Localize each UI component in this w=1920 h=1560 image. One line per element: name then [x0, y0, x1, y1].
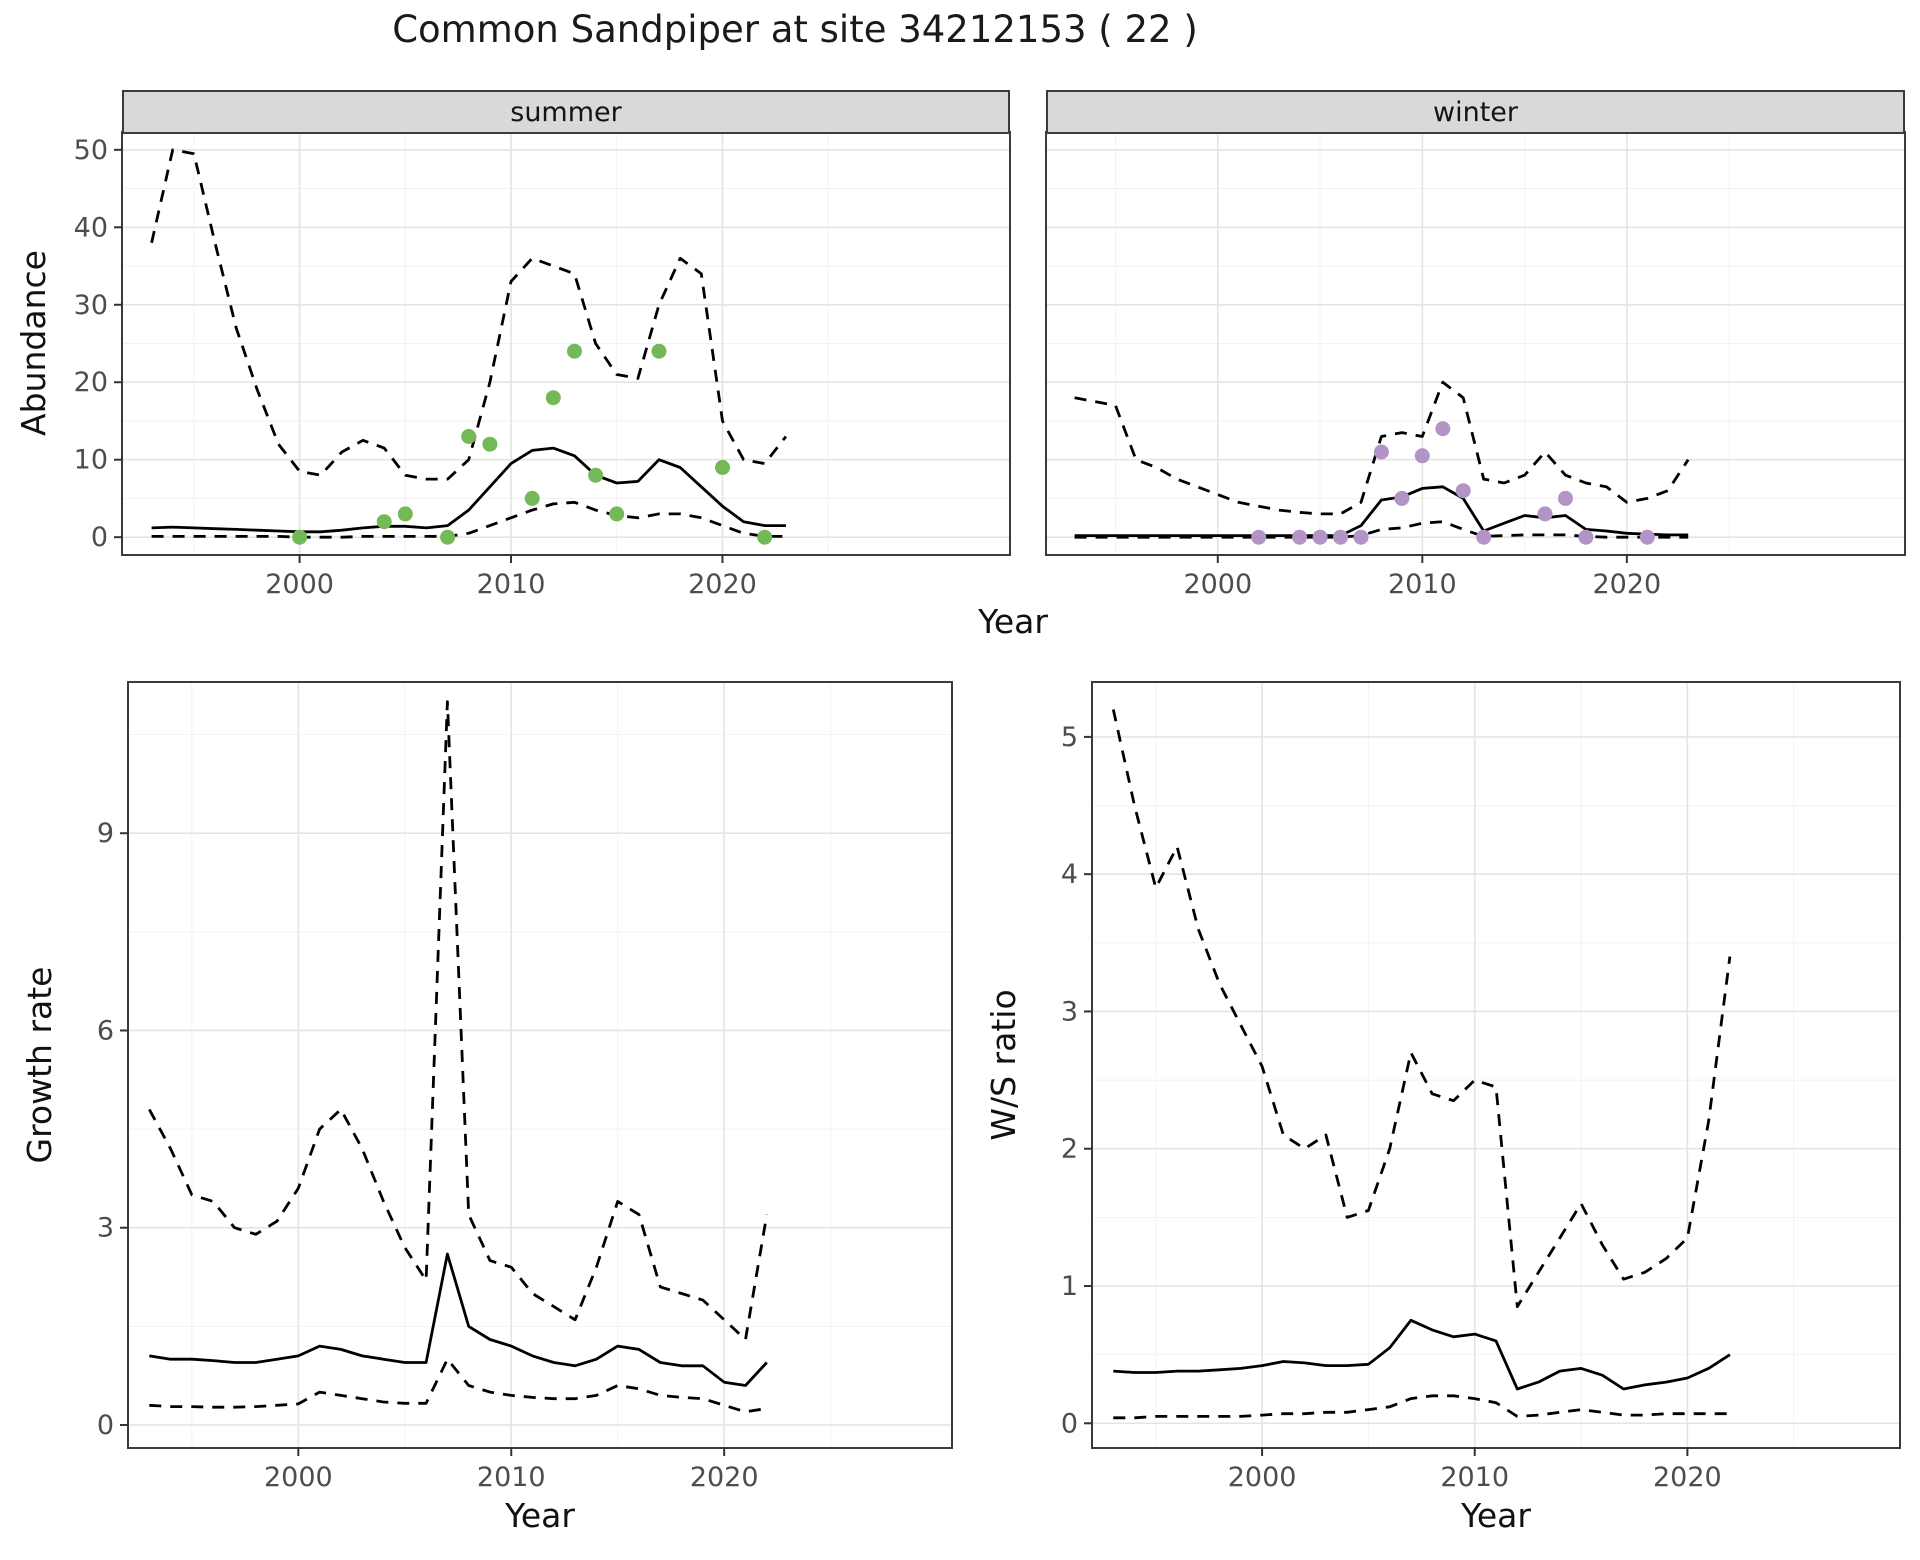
upper-ci-line — [150, 148, 788, 481]
observation-point — [1292, 529, 1308, 545]
x-tick-label: 2000 — [1183, 569, 1252, 600]
y-tick-label: 4 — [1061, 859, 1078, 890]
observation-point — [1312, 529, 1328, 545]
observation-point — [524, 490, 540, 506]
facet-strip-summer: summer — [122, 90, 1010, 134]
observation-point — [397, 506, 413, 522]
median-line — [151, 446, 786, 534]
observation-point — [1578, 529, 1594, 545]
observation-point — [1251, 529, 1267, 545]
observation-point — [1333, 529, 1348, 545]
median-line — [149, 1252, 768, 1387]
facet-strip-summer-label: summer — [510, 96, 622, 128]
facet-strip-winter-label: winter — [1433, 96, 1518, 128]
abundance-summer-panel: 2000 2010 2020 0 10 20 30 40 50 — [74, 131, 1011, 600]
abundance-axis-title: Abundance — [14, 250, 53, 436]
observation-point — [1353, 529, 1369, 545]
x-tick-label: 2020 — [1653, 1462, 1722, 1493]
x-tick-label: 2010 — [477, 1462, 546, 1493]
y-tick-label: 5 — [1061, 722, 1078, 753]
upper-ci-line — [1074, 380, 1690, 516]
y-tick-label: 50 — [74, 135, 108, 166]
panel-background — [1092, 682, 1900, 1448]
growth-rate-axis-title: Growth rate — [20, 966, 59, 1164]
top-year-axis-title: Year — [978, 602, 1048, 641]
upper-ci-line — [148, 700, 769, 1341]
y-tick-label: 9 — [97, 818, 114, 849]
observation-point — [1558, 490, 1573, 506]
x-tick-label: 2000 — [265, 569, 334, 600]
y-tick-label: 10 — [74, 445, 108, 476]
lower-ci-line — [151, 500, 786, 539]
x-tick-label: 2010 — [477, 569, 546, 600]
median-line — [1113, 1318, 1731, 1391]
ws-ratio-panel: 2000 2010 2020 0 1 2 3 4 5 — [1061, 681, 1901, 1493]
x-tick-label: 2000 — [1228, 1462, 1297, 1493]
observation-point — [440, 529, 456, 545]
figure-title: Common Sandpiper at site 34212153 ( 22 ) — [392, 8, 1198, 51]
y-tick-label: 2 — [1061, 1134, 1078, 1165]
observation-point — [1639, 529, 1655, 545]
observation-point — [1394, 490, 1410, 506]
observation-point — [545, 390, 561, 406]
observation-point — [588, 467, 604, 483]
observation-point — [715, 460, 730, 475]
y-tick-label: 1 — [1061, 1271, 1078, 1302]
y-tick-label: 30 — [74, 290, 108, 321]
y-tick-label: 40 — [74, 212, 108, 243]
x-tick-label: 2020 — [690, 1462, 759, 1493]
panel-background — [128, 682, 952, 1448]
growth-year-axis-title: Year — [505, 1496, 575, 1535]
observation-point — [482, 436, 498, 452]
median-line — [1074, 485, 1689, 537]
growth-rate-panel: 2000 2010 2020 0 3 6 9 — [97, 681, 953, 1493]
observation-point — [376, 514, 392, 530]
x-tick-label: 2010 — [1388, 569, 1457, 600]
observation-point — [292, 529, 308, 545]
y-tick-label: 0 — [91, 522, 108, 553]
observation-point — [1455, 483, 1471, 499]
lower-ci-line — [149, 1357, 768, 1414]
panel-border — [1091, 681, 1901, 1449]
panel-border — [127, 681, 953, 1449]
y-tick-label: 3 — [97, 1213, 114, 1244]
y-tick-label: 6 — [97, 1015, 114, 1046]
ws-ratio-axis-title: W/S ratio — [984, 989, 1023, 1141]
x-tick-label: 2000 — [264, 1462, 333, 1493]
observation-point — [1476, 529, 1492, 545]
y-tick-label: 0 — [97, 1410, 114, 1441]
observation-point — [567, 343, 582, 359]
observation-point — [461, 429, 477, 444]
observation-point — [609, 506, 625, 522]
facet-strip-winter: winter — [1046, 90, 1905, 134]
upper-ci-line — [1111, 709, 1732, 1308]
x-tick-label: 2020 — [688, 569, 757, 600]
observation-point — [1537, 506, 1553, 522]
observation-point — [1373, 444, 1389, 460]
x-tick-label: 2020 — [1592, 569, 1661, 600]
y-tick-label: 3 — [1061, 996, 1078, 1027]
x-tick-label: 2010 — [1440, 1462, 1509, 1493]
observation-point — [651, 343, 667, 359]
ws-year-axis-title: Year — [1461, 1496, 1531, 1535]
observation-point — [1414, 448, 1430, 464]
abundance-winter-panel: 2000 2010 2020 — [1045, 131, 1906, 600]
y-tick-label: 0 — [1061, 1408, 1078, 1439]
observation-point — [757, 529, 773, 545]
y-tick-label: 20 — [74, 367, 108, 398]
observation-point — [1435, 421, 1451, 437]
